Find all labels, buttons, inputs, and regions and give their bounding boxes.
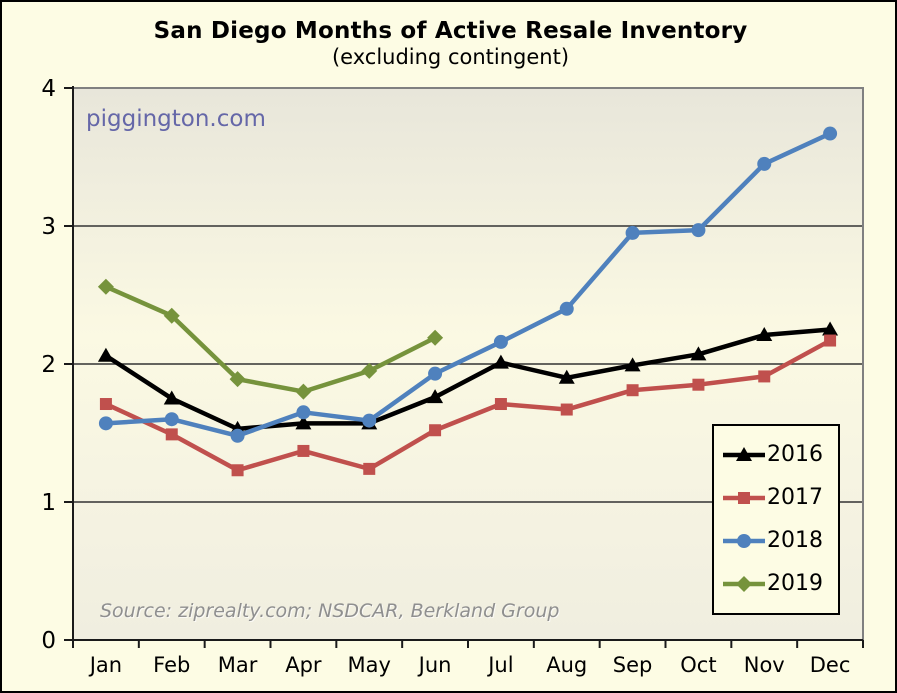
data-point-2019-Apr [295, 383, 312, 400]
data-point-2017-Feb [165, 428, 178, 441]
data-point-2016-Nov [756, 327, 773, 342]
data-point-2016-Dec [822, 321, 839, 336]
page-subtitle: (excluding contingent) [331, 45, 570, 69]
data-point-2019-Jun [427, 329, 444, 346]
legend-label-2018: 2018 [767, 527, 823, 553]
watermark-text: piggington.com [86, 106, 266, 132]
x-tick-label-Oct: Oct [680, 653, 716, 677]
data-point-2016-Feb [163, 390, 180, 405]
legend-label-2019: 2019 [767, 570, 823, 596]
data-point-2017-Mar [231, 464, 244, 477]
legend-swatch-diamond-icon [723, 575, 765, 592]
data-point-2018-Jan [98, 416, 113, 431]
data-point-2018-Aug [559, 301, 574, 316]
data-point-2019-Feb [163, 307, 180, 324]
source-note: Source: ziprealty.com; NSDCAR, Berkland … [100, 600, 560, 622]
data-point-2018-Apr [296, 405, 311, 420]
x-tick-label-Mar: Mar [218, 653, 258, 677]
legend-swatch-square-icon [723, 492, 765, 505]
data-point-2018-Jul [493, 334, 508, 349]
data-point-2016-Jun [427, 389, 444, 404]
legend-item-2019: 2019 [721, 570, 836, 596]
data-point-2018-Feb [164, 412, 179, 427]
data-point-2018-Jun [428, 366, 443, 381]
data-point-2018-Oct [691, 223, 706, 238]
x-tick-label-Feb: Feb [153, 653, 190, 677]
y-tick-label-2: 2 [41, 352, 56, 378]
legend-item-2016: 2016 [721, 444, 836, 466]
legend-label-2017: 2017 [767, 485, 823, 511]
series-2019 [97, 278, 444, 400]
series-2018 [98, 126, 838, 443]
y-tick-label-1: 1 [41, 490, 56, 516]
title-block: San Diego Months of Active Resale Invent… [58, 18, 843, 69]
legend-item-2018: 2018 [721, 527, 836, 553]
data-point-2017-May [363, 462, 376, 475]
data-point-2016-Aug [558, 369, 575, 384]
data-point-2019-Jan [97, 278, 114, 295]
data-point-2017-Jul [494, 398, 507, 411]
data-point-2016-Jul [492, 354, 509, 369]
y-tick-label-0: 0 [41, 628, 56, 654]
data-point-2018-Sep [625, 225, 640, 240]
page-title: San Diego Months of Active Resale Invent… [153, 18, 748, 44]
data-point-2017-Oct [692, 378, 705, 391]
legend-swatch-triangle-icon [723, 447, 765, 462]
series-line-2017 [103, 338, 833, 473]
data-point-2016-Sep [624, 357, 641, 372]
data-point-2018-Mar [230, 428, 245, 443]
data-point-2017-Apr [297, 444, 310, 457]
legend-label-2016: 2016 [767, 442, 823, 468]
data-point-2018-Dec [823, 126, 838, 141]
x-tick-label-Aug: Aug [546, 653, 587, 677]
series-line-2016 [103, 327, 833, 432]
series-line-2018 [103, 131, 833, 439]
data-point-2019-May [361, 362, 378, 379]
x-tick-label-May: May [348, 653, 391, 677]
legend-box: 2016 2017 2018 2019 [712, 424, 840, 615]
x-tick-label-Jun: Jun [417, 653, 452, 677]
data-point-2016-Oct [690, 346, 707, 361]
data-point-2016-Jan [97, 347, 114, 362]
series-line-2019 [103, 284, 438, 394]
data-point-2019-Mar [229, 371, 246, 388]
data-point-2017-Sep [626, 384, 639, 397]
data-point-2017-Aug [560, 403, 573, 416]
legend-item-2017: 2017 [721, 487, 836, 509]
x-tick-label-Sep: Sep [613, 653, 653, 677]
x-tick-label-Dec: Dec [810, 653, 851, 677]
data-point-2017-Jan [99, 398, 112, 411]
data-point-2018-May [362, 413, 377, 428]
y-tick-label-4: 4 [41, 76, 56, 102]
series-2017 [99, 334, 837, 477]
x-tick-label-Jul: Jul [486, 653, 513, 677]
legend-swatch-circle-icon [723, 533, 765, 548]
data-point-2017-Dec [824, 334, 837, 347]
x-tick-label-Jan: Jan [88, 653, 122, 677]
data-point-2018-Nov [757, 156, 772, 171]
x-tick-label-Apr: Apr [285, 653, 322, 677]
data-point-2017-Nov [758, 370, 771, 383]
data-point-2017-Jun [429, 424, 442, 437]
y-tick-label-3: 3 [41, 214, 56, 240]
x-tick-label-Nov: Nov [744, 653, 785, 677]
data-point-2016-Apr [295, 415, 312, 430]
